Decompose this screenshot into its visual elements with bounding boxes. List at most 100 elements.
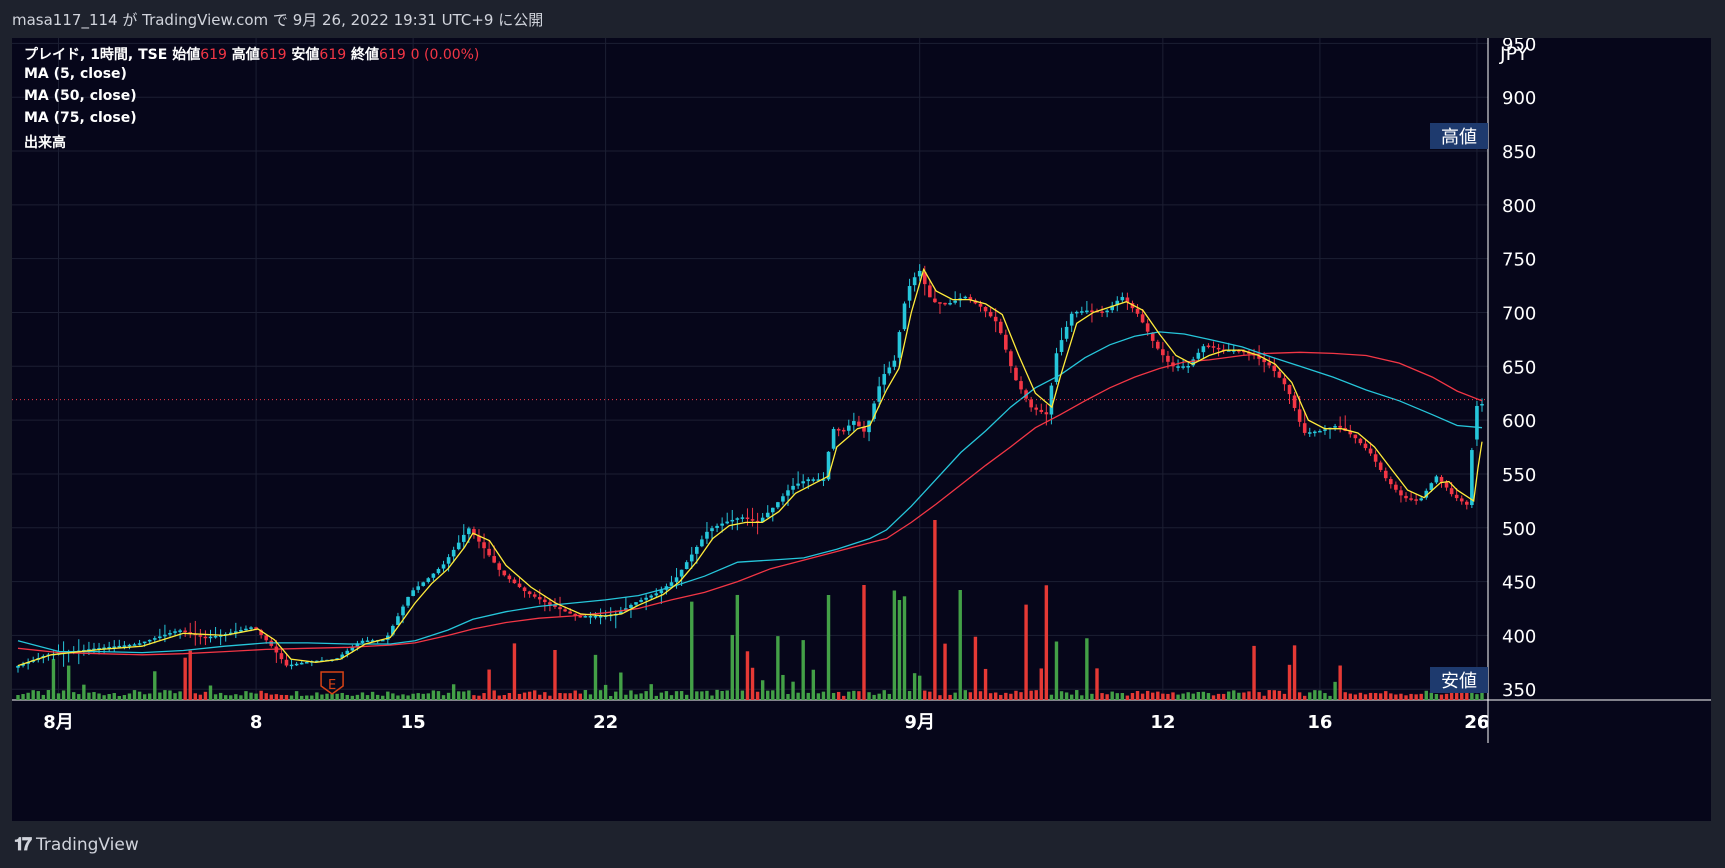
volume-bar xyxy=(664,691,669,700)
volume-bar xyxy=(776,636,780,700)
volume-bar xyxy=(1318,690,1322,700)
volume-bar xyxy=(421,693,425,700)
x-tick-label: 15 xyxy=(401,712,426,733)
volume-bar xyxy=(735,594,740,700)
candle-body xyxy=(158,636,162,639)
candle-body xyxy=(1064,326,1069,339)
volume-bar xyxy=(1029,690,1033,700)
price-chart[interactable]: 350 400 450 500 550 600 650 700 750 800 850 900 950 8… xyxy=(12,38,1711,821)
volume-bar xyxy=(1196,691,1201,700)
volume-bar xyxy=(1267,690,1271,700)
candle-body xyxy=(1231,350,1236,352)
volume-bar xyxy=(548,695,552,700)
volume-bar xyxy=(522,692,527,700)
candle-body xyxy=(993,316,998,322)
candle-body xyxy=(249,627,253,629)
volume-bar xyxy=(1313,690,1317,700)
volume-bar xyxy=(477,695,481,700)
volume-bar xyxy=(1156,691,1160,700)
volume-bar xyxy=(1100,693,1104,700)
candle-body xyxy=(988,311,993,317)
volume-bar xyxy=(36,691,40,700)
volume-bar xyxy=(1080,695,1084,700)
candle-body xyxy=(1125,297,1130,303)
candle-body xyxy=(735,518,740,520)
volume-bar xyxy=(1181,693,1185,700)
candle-body xyxy=(1454,494,1459,499)
candle-body xyxy=(467,528,471,535)
volume-bar xyxy=(684,694,689,700)
candle-body xyxy=(887,367,892,374)
volume-bar xyxy=(46,690,51,700)
volume-bar xyxy=(1384,691,1388,700)
ohlc-label: 安値 xyxy=(286,47,320,63)
volume-bar xyxy=(1206,693,1211,700)
volume-bar xyxy=(345,694,349,700)
price-change: 0 (0.00%) xyxy=(410,47,480,63)
ma5-legend[interactable]: MA (5, close) xyxy=(24,66,127,82)
ohlc-value: 619 xyxy=(200,47,227,63)
volume-bar xyxy=(305,695,309,700)
high-badge: 高値 xyxy=(1441,127,1477,148)
candle-body xyxy=(1196,352,1201,359)
candle-body xyxy=(831,428,836,449)
volume-bar xyxy=(710,695,714,700)
volume-bar xyxy=(705,690,709,700)
tradingview-logo[interactable]: 𝟏𝟕 TradingView xyxy=(14,834,139,855)
volume-bar xyxy=(766,690,770,700)
candle-body xyxy=(355,643,360,647)
candle-body xyxy=(897,332,902,358)
candle-body xyxy=(183,630,187,633)
candle-body xyxy=(1191,359,1196,366)
volume-legend[interactable]: 出来高 xyxy=(24,135,66,151)
ma50-legend[interactable]: MA (50, close) xyxy=(24,88,137,104)
candle-body xyxy=(917,270,922,277)
volume-bar xyxy=(659,692,664,700)
candle-body xyxy=(416,586,420,590)
candle-body xyxy=(502,570,507,576)
volume-bar xyxy=(203,691,208,700)
volume-bar xyxy=(593,654,598,700)
candle-body xyxy=(178,630,182,632)
volume-bar xyxy=(137,691,142,700)
volume-bar xyxy=(558,693,562,700)
candle-body xyxy=(968,297,973,301)
candle-body xyxy=(1257,355,1261,359)
candle-body xyxy=(527,591,532,595)
volume-bar xyxy=(1358,692,1363,700)
volume-bar xyxy=(968,692,973,700)
candle-body xyxy=(846,425,851,431)
candle-body xyxy=(16,665,20,668)
earnings-marker-label: E xyxy=(328,678,336,693)
candle-body xyxy=(1394,484,1398,490)
volume-bar xyxy=(943,643,947,700)
volume-bar xyxy=(1004,692,1008,700)
volume-bar xyxy=(294,691,299,700)
volume-bar xyxy=(892,590,897,700)
volume-bar xyxy=(634,694,638,700)
volume-bar xyxy=(953,692,957,700)
candle-body xyxy=(1378,462,1383,470)
volume-bar xyxy=(1054,641,1059,700)
volume-bar xyxy=(406,695,410,700)
volume-bar xyxy=(907,691,912,700)
candle-body xyxy=(588,616,593,618)
chart-panel[interactable]: 350 400 450 500 550 600 650 700 750 800 850 900 950 8… xyxy=(12,38,1711,821)
volume-bar xyxy=(446,692,451,700)
candle-body xyxy=(1475,405,1479,440)
candle-body xyxy=(943,302,947,305)
candle-body xyxy=(112,646,117,648)
candle-body xyxy=(583,616,588,618)
volume-bar xyxy=(720,690,724,700)
candle-body xyxy=(1292,395,1297,408)
candle-body xyxy=(492,556,496,563)
candle-body xyxy=(304,662,309,664)
volume-bar xyxy=(1176,694,1180,700)
ma75-legend[interactable]: MA (75, close) xyxy=(24,110,137,126)
candle-body xyxy=(1434,476,1439,483)
candle-body xyxy=(786,490,790,496)
volume-bar xyxy=(533,690,537,700)
candle-body xyxy=(421,582,426,586)
volume-bar xyxy=(21,694,25,700)
candle-body xyxy=(1145,323,1150,332)
